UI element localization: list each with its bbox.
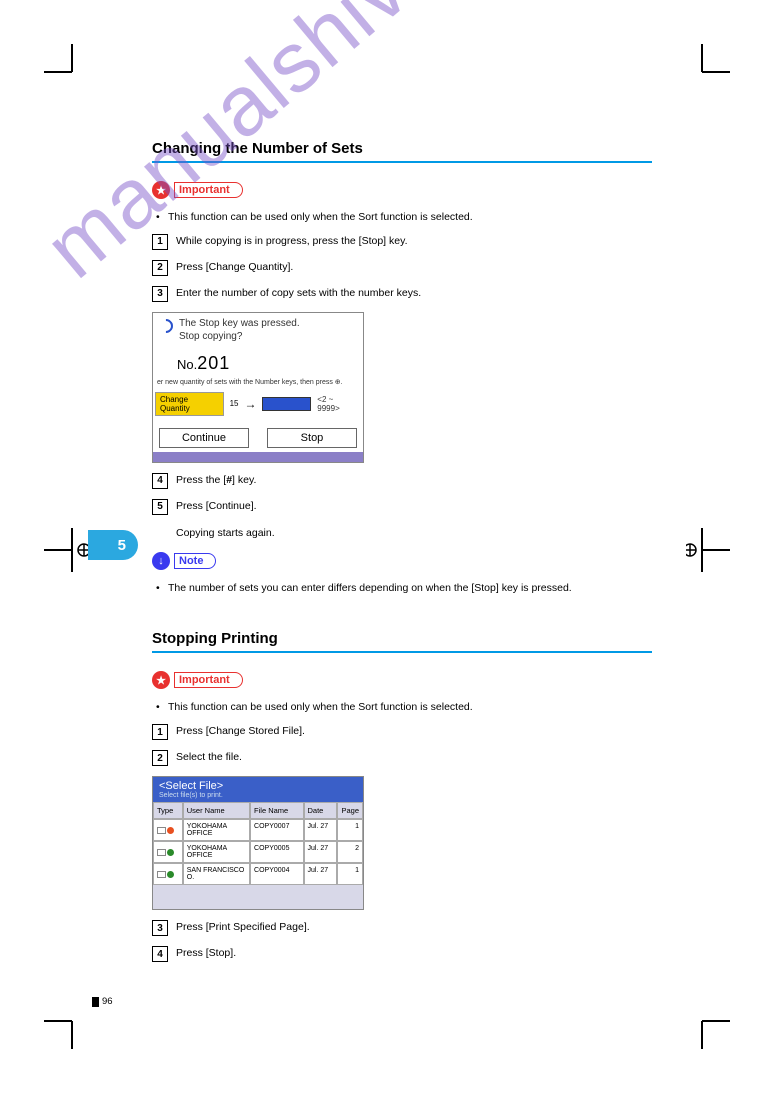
step-5: 5 Press [Continue]. xyxy=(152,499,652,515)
file-list-screenshot: <Select File> Select file(s) to print. T… xyxy=(152,776,364,910)
counter-display: No.201 xyxy=(153,347,363,376)
section-rule xyxy=(152,161,652,163)
note-text: The number of sets you can enter differs… xyxy=(152,580,652,597)
step-number: 3 xyxy=(152,286,168,302)
step-number: 5 xyxy=(152,499,168,515)
note-label: Note xyxy=(174,553,216,569)
important-label: Important xyxy=(174,672,243,688)
page-marker xyxy=(92,997,99,1007)
step-text: While copying is in progress, press the … xyxy=(176,234,408,250)
table-header: Type User Name File Name Date Page xyxy=(153,802,363,819)
step-2: 2 Press [Change Quantity]. xyxy=(152,260,652,276)
status-dot-icon xyxy=(167,871,174,878)
step-3: 3 Enter the number of copy sets with the… xyxy=(152,286,652,302)
dialog-title: <Select File> xyxy=(159,780,357,792)
result-text: Copying starts again. xyxy=(152,525,652,542)
step-number: 2 xyxy=(152,750,168,766)
table-footer xyxy=(153,885,363,909)
important-text: This function can be used only when the … xyxy=(152,699,652,716)
chapter-tab: 5 xyxy=(88,530,138,560)
step-text: Press [Print Specified Page]. xyxy=(176,920,310,936)
crop-mark xyxy=(44,520,88,580)
step-text: Press the [#] key. xyxy=(176,473,256,489)
info-icon xyxy=(156,316,176,336)
step-number: 1 xyxy=(152,234,168,250)
quantity-value: 15 xyxy=(230,399,239,408)
status-dot-icon xyxy=(167,827,174,834)
important-badge: ★ Important xyxy=(152,671,652,689)
continue-button[interactable]: Continue xyxy=(159,428,249,448)
table-row[interactable]: YOKOHAMA OFFICECOPY0005Jul. 272 xyxy=(153,841,363,863)
crop-mark xyxy=(686,44,730,88)
dialog-subtitle: Select file(s) to print. xyxy=(159,792,357,799)
step-number: 2 xyxy=(152,260,168,276)
step-4: 4 Press the [#] key. xyxy=(152,473,652,489)
step-1: 1 Press [Change Stored File]. xyxy=(152,724,652,740)
dialog-message: The Stop key was pressed. Stop copying? xyxy=(179,317,300,343)
important-label: Important xyxy=(174,182,243,198)
tab-bar xyxy=(153,452,363,462)
instruction-text: er new quantity of sets with the Number … xyxy=(153,376,363,390)
step-text: Enter the number of copy sets with the n… xyxy=(176,286,421,302)
step-number: 4 xyxy=(152,473,168,489)
star-icon: ★ xyxy=(152,181,170,199)
table-row[interactable]: SAN FRANCISCO O.COPY0004Jul. 271 xyxy=(153,863,363,885)
doc-icon xyxy=(157,827,166,834)
important-text: This function can be used only when the … xyxy=(152,209,652,226)
step-text: Press [Change Quantity]. xyxy=(176,260,293,276)
doc-icon xyxy=(157,849,166,856)
step-text: Press [Continue]. xyxy=(176,499,257,515)
page-number: 96 xyxy=(102,996,113,1007)
star-icon: ★ xyxy=(152,671,170,689)
section-title: Changing the Number of Sets xyxy=(152,140,652,157)
table-row[interactable]: YOKOHAMA OFFICECOPY0007Jul. 271 xyxy=(153,819,363,841)
crop-mark xyxy=(686,1005,730,1049)
section-title: Stopping Printing xyxy=(152,630,652,647)
arrow-down-icon: ↓ xyxy=(152,552,170,570)
quantity-input[interactable] xyxy=(262,397,311,411)
crop-mark xyxy=(44,1005,88,1049)
step-text: Press [Stop]. xyxy=(176,946,236,962)
crop-mark xyxy=(44,44,88,88)
arrow-icon: → xyxy=(244,397,256,411)
step-2: 2 Select the file. xyxy=(152,750,652,766)
note-badge: ↓ Note xyxy=(152,552,652,570)
step-number: 3 xyxy=(152,920,168,936)
important-badge: ★ Important xyxy=(152,181,652,199)
step-4: 4 Press [Stop]. xyxy=(152,946,652,962)
dialog-screenshot: The Stop key was pressed. Stop copying? … xyxy=(152,312,364,463)
doc-icon xyxy=(157,871,166,878)
range-label: <2 ~ 9999> xyxy=(317,395,357,413)
step-1: 1 While copying is in progress, press th… xyxy=(152,234,652,250)
step-text: Select the file. xyxy=(176,750,242,766)
status-dot-icon xyxy=(167,849,174,856)
step-number: 4 xyxy=(152,946,168,962)
step-3: 3 Press [Print Specified Page]. xyxy=(152,920,652,936)
stop-button[interactable]: Stop xyxy=(267,428,357,448)
section-rule xyxy=(152,651,652,653)
change-quantity-button[interactable]: Change Quantity xyxy=(155,392,224,416)
crop-mark xyxy=(686,520,730,580)
step-number: 1 xyxy=(152,724,168,740)
step-text: Press [Change Stored File]. xyxy=(176,724,305,740)
